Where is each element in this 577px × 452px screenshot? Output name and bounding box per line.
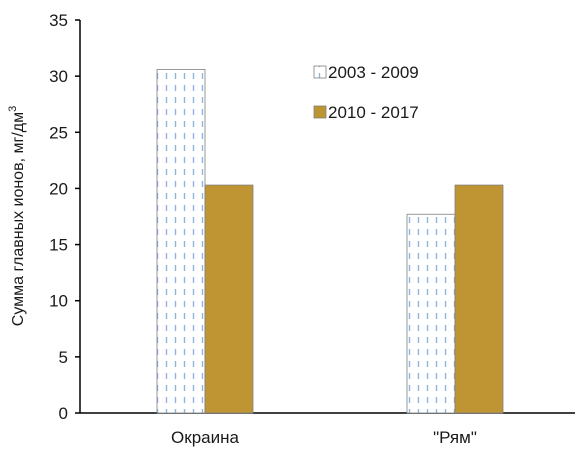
y-tick-label: 5: [59, 348, 68, 367]
legend: 2003 - 2009 2010 - 2017: [313, 63, 419, 122]
bar-series-2010-2017-okraina: [204, 184, 254, 414]
legend-label: 2003 - 2009: [328, 63, 419, 82]
legend-swatch-2003-2009: [313, 65, 327, 79]
y-tick-label: 10: [49, 292, 68, 311]
bars: [156, 69, 504, 414]
y-axis-title: Сумма главных ионов, мг/дм3: [7, 106, 27, 326]
y-tick-label: 25: [49, 123, 68, 142]
x-category-label: Окраина: [171, 428, 239, 447]
bar-series-2003-2009-okraina: [156, 69, 206, 414]
y-tick-label: 35: [49, 11, 68, 30]
legend-label: 2010 - 2017: [328, 103, 419, 122]
x-category-label: "Рям": [433, 428, 477, 447]
legend-swatch-2010-2017: [313, 105, 327, 119]
y-tick-label: 20: [49, 179, 68, 198]
y-tick-label: 0: [59, 404, 68, 423]
y-axis-title-text: Сумма главных ионов, мг/дм: [10, 112, 27, 326]
y-tick-label: 30: [49, 67, 68, 86]
plot-area: 0 5 10 15 20 25 30 35 Окраина "Рям": [49, 11, 575, 447]
y-axis-ticks: 0 5 10 15 20 25 30 35: [49, 11, 80, 423]
y-tick-label: 15: [49, 236, 68, 255]
bar-series-2010-2017-ryam: [454, 184, 504, 414]
x-axis-labels: Окраина "Рям": [171, 428, 477, 447]
y-axis-title-superscript: 3: [7, 106, 19, 112]
bar-series-2003-2009-ryam: [406, 213, 456, 414]
